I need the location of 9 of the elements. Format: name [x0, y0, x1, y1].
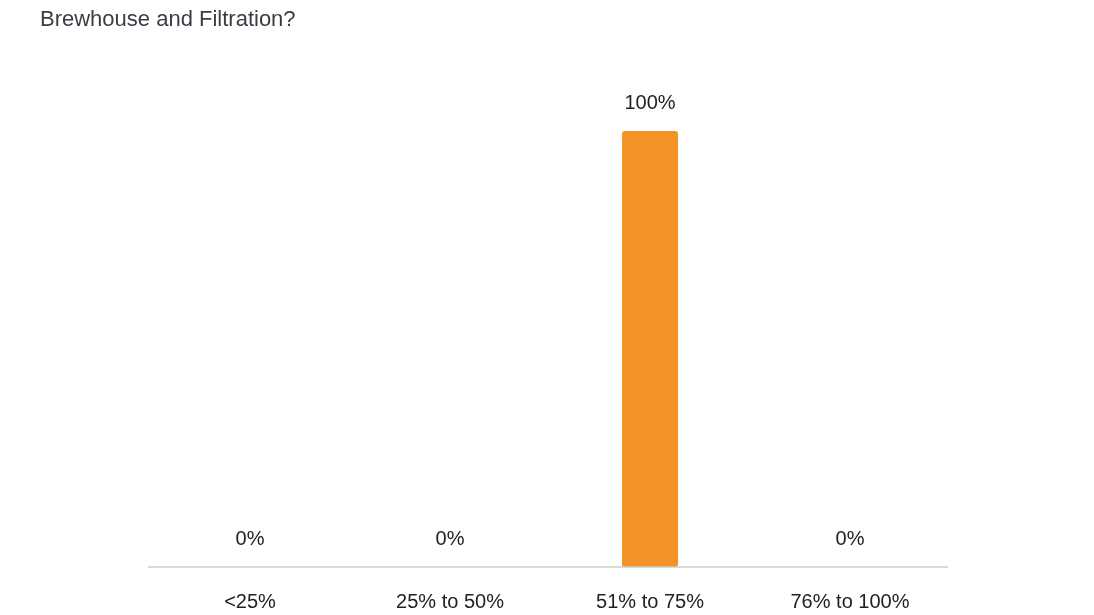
data-label: 100%: [624, 91, 676, 113]
chart-title: Brewhouse and Filtration?: [40, 6, 296, 31]
data-label: 0%: [835, 527, 865, 549]
x-tick-label: <25%: [224, 590, 277, 612]
x-tick-label: 51% to 75%: [596, 590, 705, 612]
data-label: 0%: [235, 527, 265, 549]
x-tick-label: 76% to 100%: [790, 590, 910, 612]
data-label: 0%: [435, 527, 465, 549]
x-tick-label: 25% to 50%: [396, 590, 505, 612]
